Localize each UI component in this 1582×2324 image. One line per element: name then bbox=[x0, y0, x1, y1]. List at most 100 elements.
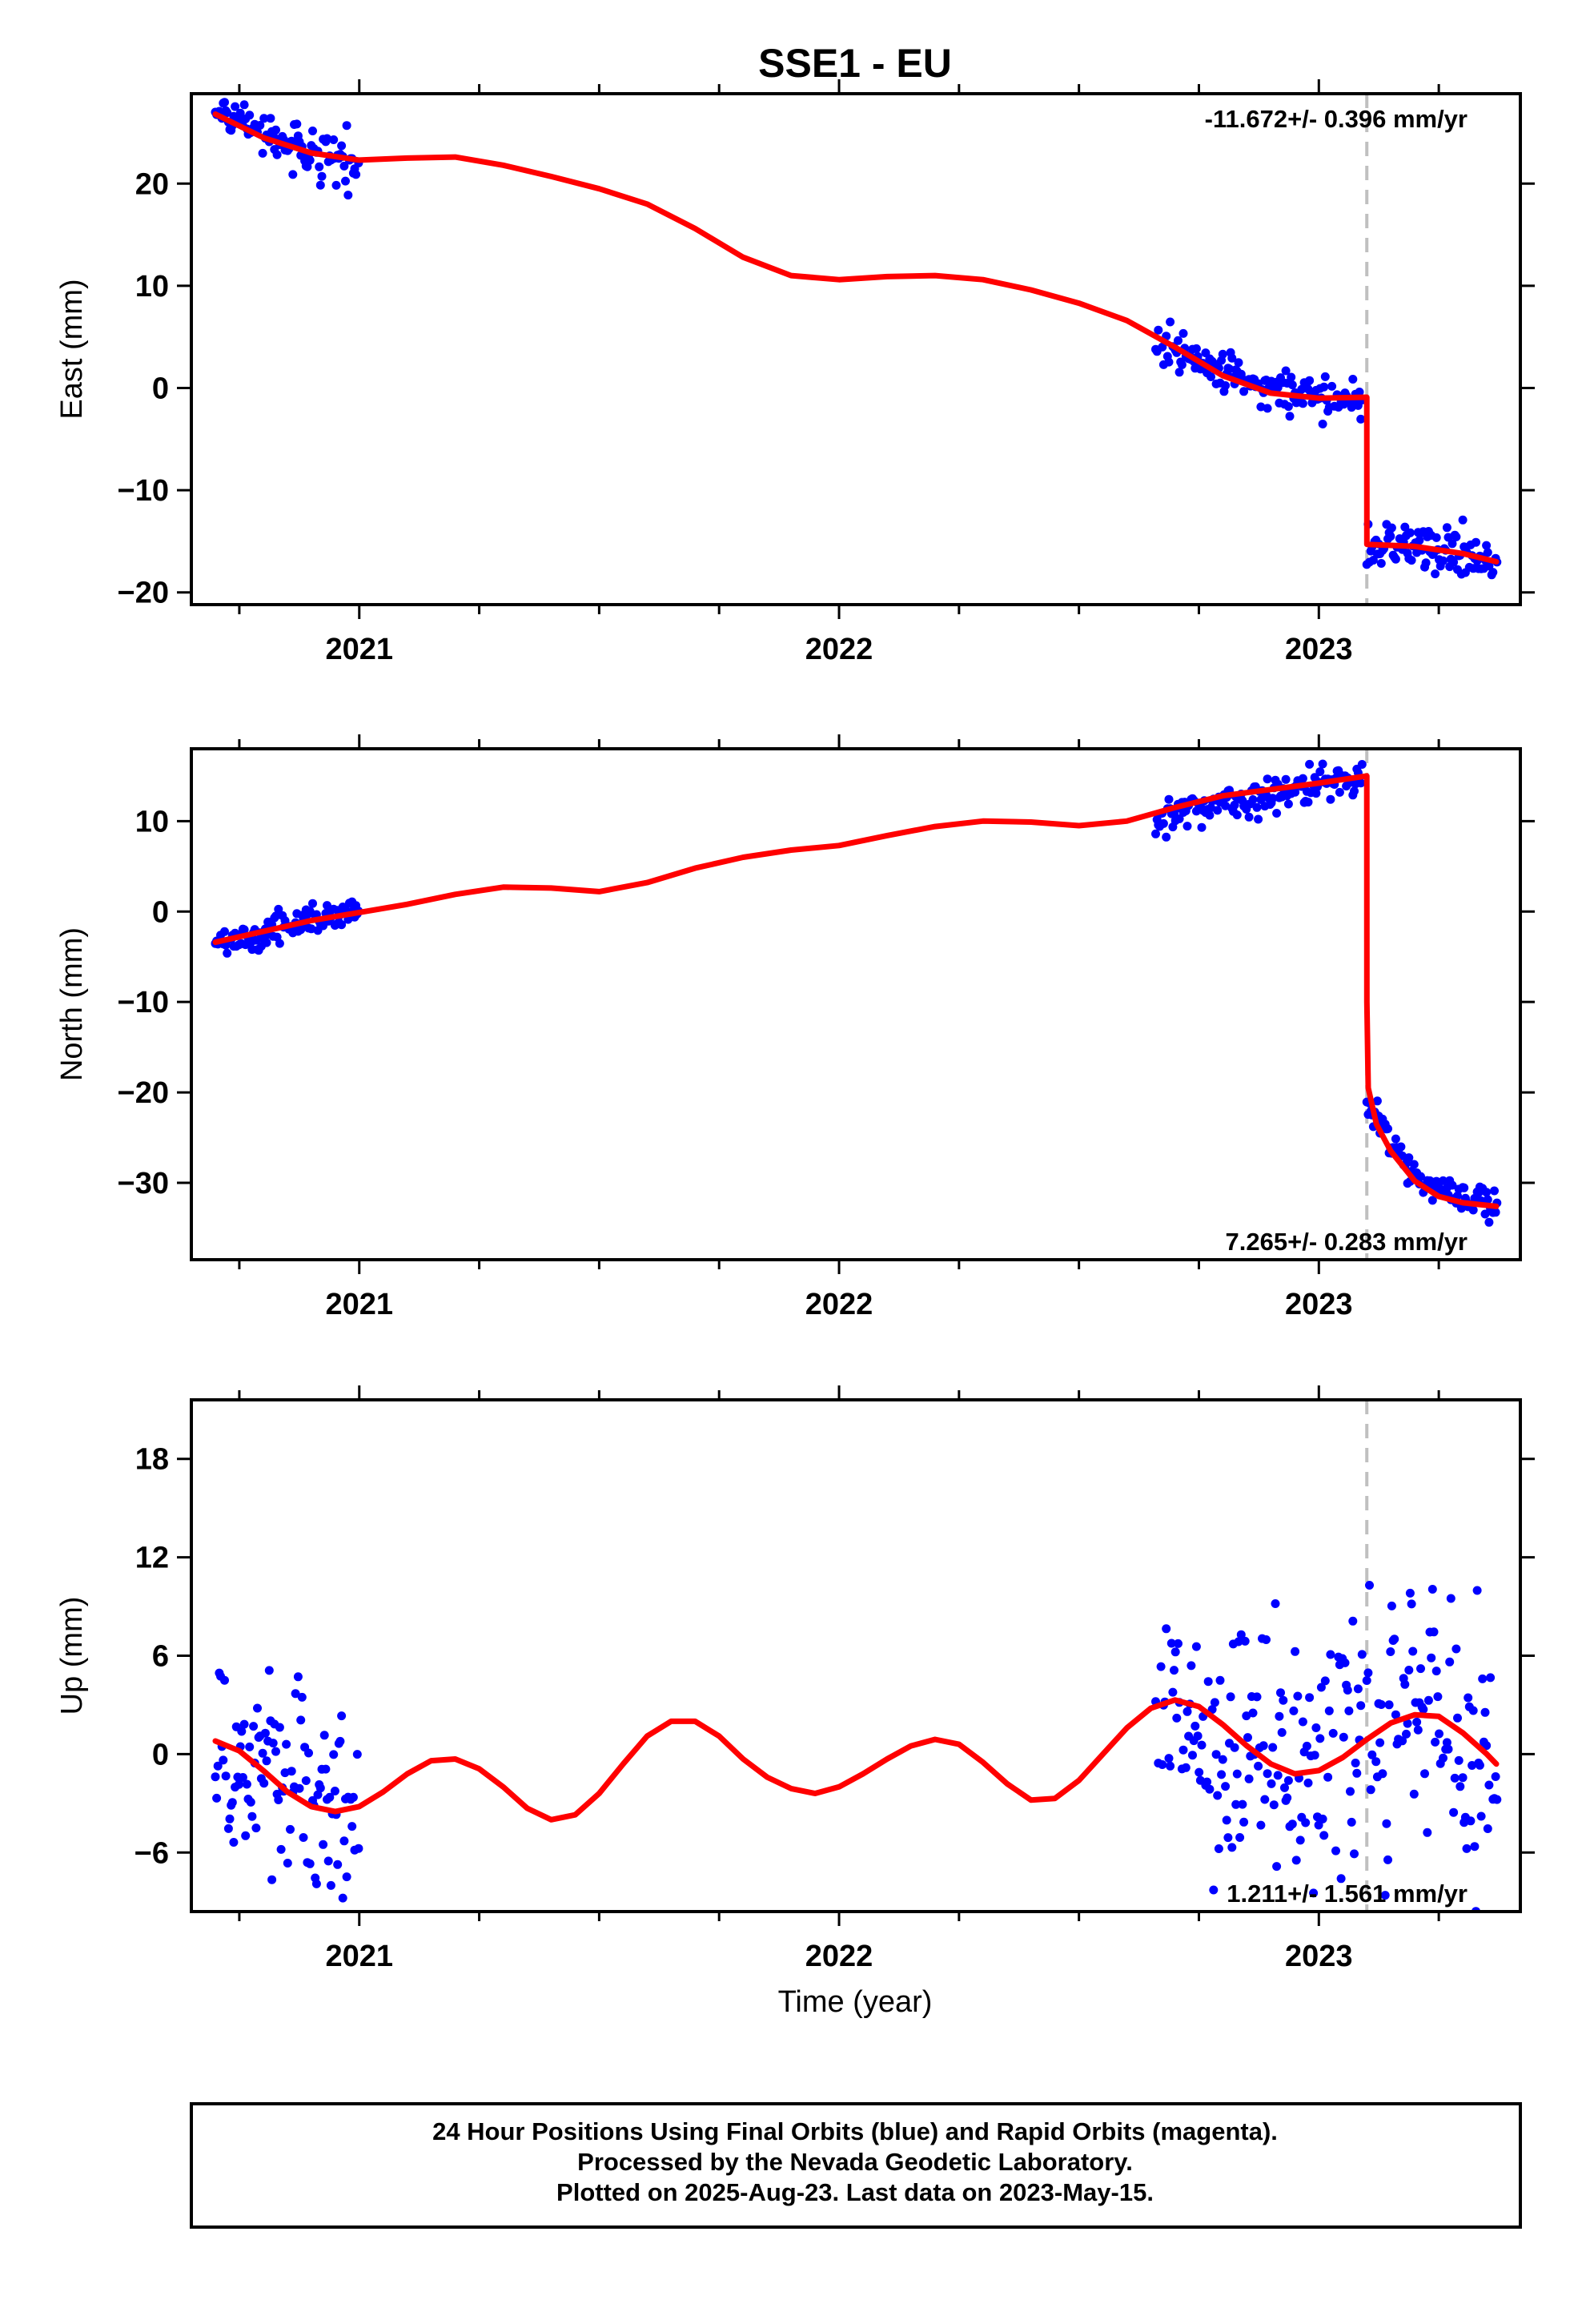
data-point bbox=[1170, 1647, 1180, 1657]
data-point bbox=[293, 1672, 303, 1682]
data-point bbox=[1376, 559, 1386, 568]
data-point bbox=[1323, 1928, 1331, 1936]
up-panel: 2021 2022 2023 −6 0 6 12 18 Up (mm) 1.211+/- 1.56… bbox=[55, 1385, 1535, 1973]
data-point bbox=[1482, 541, 1492, 550]
data-point bbox=[245, 111, 255, 120]
data-point bbox=[1356, 1701, 1366, 1711]
data-point bbox=[1268, 1743, 1278, 1752]
data-point bbox=[220, 1675, 229, 1685]
data-point bbox=[259, 114, 269, 123]
data-point bbox=[1227, 353, 1237, 363]
data-point bbox=[325, 1792, 335, 1802]
data-point bbox=[329, 1750, 339, 1759]
data-point bbox=[1400, 1679, 1410, 1689]
data-point bbox=[286, 1824, 295, 1834]
data-point bbox=[272, 150, 282, 159]
y-tick-label: −30 bbox=[118, 1167, 169, 1200]
data-point bbox=[1217, 1770, 1227, 1779]
data-point bbox=[1475, 1760, 1484, 1770]
data-point bbox=[326, 1880, 335, 1890]
data-point bbox=[1305, 759, 1315, 769]
data-point bbox=[1445, 1657, 1455, 1667]
data-point bbox=[1350, 786, 1359, 796]
data-point bbox=[315, 162, 324, 171]
data-point bbox=[1407, 1599, 1416, 1609]
data-point bbox=[1372, 1096, 1382, 1106]
data-point bbox=[1226, 1692, 1235, 1702]
data-point bbox=[330, 1787, 339, 1795]
footer-line-3: Plotted on 2025-Aug-23. Last data on 202… bbox=[556, 2178, 1154, 2206]
data-point bbox=[295, 1783, 304, 1793]
data-point bbox=[239, 925, 249, 935]
data-point bbox=[1248, 795, 1258, 804]
data-point bbox=[1164, 1754, 1174, 1763]
data-point bbox=[1287, 372, 1296, 382]
data-point bbox=[1480, 1209, 1490, 1219]
data-point bbox=[1429, 1627, 1439, 1637]
y-tick-label: −20 bbox=[118, 1076, 169, 1110]
data-point bbox=[1468, 1706, 1478, 1715]
data-point bbox=[1357, 1650, 1367, 1659]
data-point bbox=[1213, 1791, 1223, 1800]
data-point bbox=[1448, 1914, 1457, 1923]
data-point bbox=[1318, 420, 1327, 428]
data-point bbox=[337, 920, 347, 930]
data-point bbox=[319, 1731, 329, 1740]
plot-area bbox=[211, 1400, 1502, 1936]
data-point bbox=[1456, 1782, 1465, 1791]
data-point bbox=[1197, 1740, 1207, 1750]
plot-frame bbox=[190, 92, 1522, 606]
data-point bbox=[1298, 399, 1307, 408]
data-point bbox=[1453, 1713, 1462, 1723]
data-point bbox=[1309, 1888, 1319, 1898]
data-point bbox=[1362, 1676, 1371, 1685]
model-curve bbox=[212, 773, 1500, 1209]
data-point bbox=[229, 1838, 239, 1847]
data-point bbox=[220, 98, 229, 107]
data-point bbox=[271, 125, 280, 135]
data-point bbox=[1386, 1647, 1395, 1656]
data-point bbox=[315, 180, 325, 190]
rate-label: 1.211+/- 1.561 mm/yr bbox=[1227, 1880, 1468, 1908]
data-point bbox=[1162, 832, 1171, 842]
data-point bbox=[1348, 375, 1358, 384]
data-point bbox=[338, 1893, 347, 1903]
data-point bbox=[260, 1728, 270, 1738]
data-point bbox=[1371, 1757, 1381, 1767]
data-point bbox=[1259, 1741, 1268, 1751]
y-tick-label: 6 bbox=[152, 1640, 169, 1674]
data-point bbox=[351, 170, 361, 179]
data-point bbox=[341, 176, 350, 186]
data-point bbox=[1283, 1775, 1293, 1785]
data-point bbox=[1210, 1698, 1219, 1707]
data-point bbox=[1391, 554, 1400, 564]
data-point bbox=[339, 1836, 349, 1846]
data-point bbox=[342, 1872, 351, 1882]
data-point bbox=[1260, 1795, 1270, 1804]
data-point bbox=[1182, 822, 1192, 831]
data-point bbox=[1340, 1658, 1350, 1667]
data-point bbox=[337, 1711, 347, 1721]
data-point bbox=[1218, 1755, 1227, 1764]
data-point bbox=[337, 141, 347, 151]
data-point bbox=[1230, 1743, 1239, 1752]
y-tick-label: −20 bbox=[118, 577, 169, 610]
data-point bbox=[221, 1771, 231, 1781]
data-point bbox=[1234, 358, 1243, 368]
data-point bbox=[1263, 1769, 1272, 1779]
y-axis-label: North (mm) bbox=[55, 927, 89, 1081]
data-point bbox=[1316, 1683, 1326, 1692]
data-point bbox=[1151, 829, 1160, 838]
data-point bbox=[1213, 806, 1223, 815]
data-point bbox=[239, 1719, 249, 1729]
data-point bbox=[1384, 1700, 1394, 1710]
data-point bbox=[266, 114, 275, 123]
data-point bbox=[1269, 1800, 1279, 1810]
data-point bbox=[1483, 1195, 1492, 1204]
east-panel: 2021 2022 2023 −20 −10 0 10 20 East (mm) -11.672+… bbox=[55, 79, 1535, 666]
data-point bbox=[321, 1764, 331, 1774]
data-point bbox=[223, 108, 232, 118]
data-point bbox=[1472, 1586, 1482, 1595]
x-tick-label: 2021 bbox=[325, 1940, 393, 1973]
data-point bbox=[268, 1739, 278, 1748]
